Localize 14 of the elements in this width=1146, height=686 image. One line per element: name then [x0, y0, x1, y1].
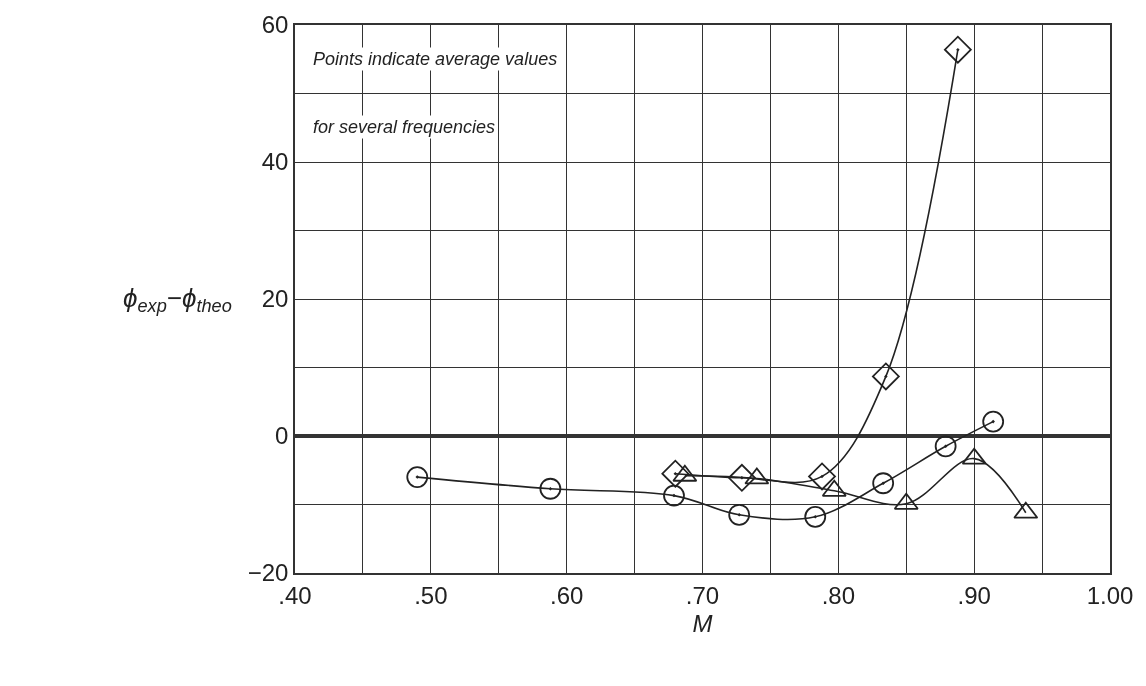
- x-tick-label: .80: [821, 581, 856, 609]
- annotation: for several frequencies: [313, 117, 496, 137]
- y-tick-label: 60: [261, 11, 289, 39]
- annotation: Points indicate average values: [313, 49, 558, 69]
- x-tick-label: .90: [957, 581, 991, 609]
- y-tick-label: 40: [261, 148, 289, 176]
- y-axis-title: ϕ$_{exp}$−ϕ$_{theo}$: [123, 283, 232, 317]
- x-tick-label: .70: [685, 581, 720, 609]
- y-tick-label: 0: [275, 422, 289, 450]
- x-tick-label: .60: [549, 581, 584, 609]
- y-tick-label: 20: [261, 285, 289, 313]
- x-axis-title: M: [692, 610, 713, 638]
- x-tick-label: 1.00: [1086, 581, 1134, 609]
- x-tick-label: .50: [414, 581, 448, 609]
